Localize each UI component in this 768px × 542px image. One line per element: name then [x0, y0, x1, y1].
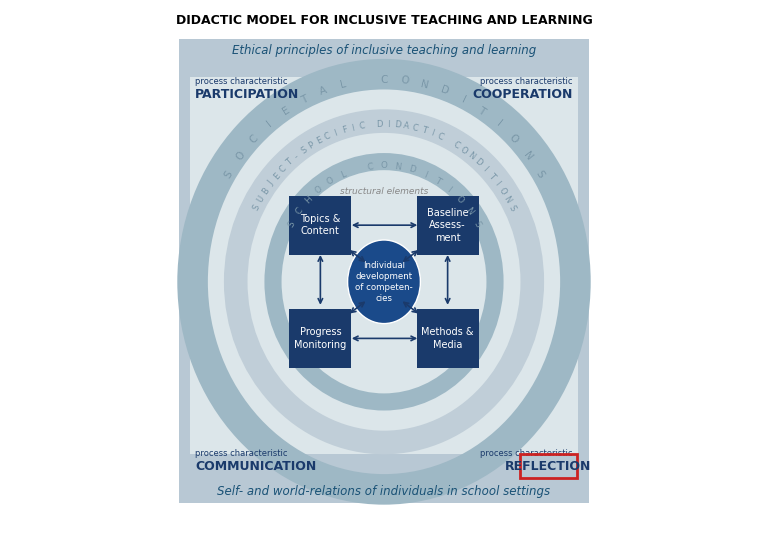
Text: E: E	[281, 105, 292, 117]
Text: Baseline
Assess-
ment: Baseline Assess- ment	[427, 208, 468, 243]
Text: Self- and world-relations of individuals in school settings: Self- and world-relations of individuals…	[217, 485, 551, 498]
Text: O: O	[234, 150, 247, 163]
Text: S: S	[251, 203, 262, 212]
Text: I: I	[445, 185, 452, 194]
Text: I: I	[481, 165, 489, 173]
Text: T: T	[300, 94, 310, 106]
Text: I: I	[492, 180, 502, 188]
Text: Methods &
Media: Methods & Media	[422, 327, 474, 350]
Text: O: O	[381, 162, 387, 170]
Text: S: S	[506, 203, 517, 212]
Text: C: C	[452, 140, 462, 151]
Text: N: N	[502, 195, 513, 204]
Text: N: N	[466, 151, 477, 162]
FancyBboxPatch shape	[290, 309, 352, 368]
Text: N: N	[394, 162, 402, 172]
Text: process characteristic: process characteristic	[195, 449, 288, 458]
Text: I: I	[429, 128, 435, 138]
Text: E: E	[315, 136, 324, 146]
Text: N: N	[521, 150, 534, 162]
Text: Topics &
Content: Topics & Content	[300, 214, 340, 236]
Text: I: I	[265, 119, 273, 129]
Ellipse shape	[348, 240, 420, 324]
FancyBboxPatch shape	[416, 196, 478, 255]
Text: T: T	[433, 176, 442, 186]
Text: C: C	[294, 206, 305, 216]
Text: A: A	[402, 121, 410, 131]
Text: D: D	[394, 120, 401, 130]
Text: O: O	[326, 176, 336, 187]
Text: REFLECTION: REFLECTION	[505, 460, 591, 473]
Text: -: -	[293, 152, 300, 161]
Text: C: C	[436, 132, 445, 142]
FancyBboxPatch shape	[179, 39, 589, 503]
Text: C: C	[411, 123, 419, 133]
Text: B: B	[260, 186, 271, 196]
Text: O: O	[400, 75, 409, 86]
Text: Individual
development
of competen-
cies: Individual development of competen- cies	[355, 261, 413, 303]
Text: C: C	[278, 164, 288, 175]
Text: A: A	[318, 85, 329, 97]
Text: I: I	[460, 94, 467, 105]
FancyBboxPatch shape	[190, 77, 578, 454]
Text: COOPERATION: COOPERATION	[472, 88, 573, 101]
Text: S: S	[223, 169, 234, 180]
Text: F: F	[341, 125, 348, 136]
Text: I: I	[422, 170, 428, 179]
Text: O: O	[497, 186, 508, 197]
Text: O: O	[458, 145, 469, 156]
Text: PARTICIPATION: PARTICIPATION	[195, 88, 300, 101]
Text: D: D	[473, 157, 484, 168]
Text: T: T	[285, 157, 294, 167]
Text: C: C	[380, 75, 388, 85]
Text: process characteristic: process characteristic	[195, 77, 288, 86]
Text: E: E	[272, 171, 282, 181]
Text: Ethical principles of inclusive teaching and learning: Ethical principles of inclusive teaching…	[232, 44, 536, 57]
Text: C: C	[358, 121, 366, 131]
Text: C: C	[248, 133, 260, 145]
Text: L: L	[339, 79, 347, 90]
Text: N: N	[463, 206, 475, 216]
Text: T: T	[486, 171, 496, 181]
Text: P: P	[307, 140, 316, 151]
Text: I: I	[351, 124, 355, 133]
Text: S: S	[286, 219, 297, 229]
Text: D: D	[376, 120, 383, 129]
Text: J: J	[266, 180, 276, 188]
Text: L: L	[339, 170, 347, 180]
Text: I: I	[333, 128, 339, 138]
FancyBboxPatch shape	[416, 309, 478, 368]
Text: Progress
Monitoring: Progress Monitoring	[294, 327, 346, 350]
Text: structural elements: structural elements	[339, 186, 429, 196]
Text: process characteristic: process characteristic	[480, 449, 573, 458]
Text: T: T	[420, 125, 427, 136]
Text: I: I	[387, 120, 390, 129]
Text: C: C	[366, 162, 374, 172]
Text: process characteristic: process characteristic	[480, 77, 573, 86]
Text: D: D	[439, 85, 450, 97]
Text: D: D	[407, 165, 416, 175]
Text: O: O	[508, 133, 521, 146]
FancyBboxPatch shape	[290, 196, 352, 255]
Text: S: S	[471, 219, 482, 229]
Text: C: C	[323, 132, 332, 142]
Text: I: I	[495, 119, 503, 129]
Text: COMMUNICATION: COMMUNICATION	[195, 460, 316, 473]
Ellipse shape	[282, 170, 486, 393]
Text: H: H	[303, 194, 314, 205]
Text: T: T	[476, 105, 487, 117]
Text: O: O	[313, 184, 324, 196]
Text: S: S	[300, 145, 309, 156]
Text: O: O	[454, 194, 465, 205]
Text: S: S	[534, 169, 545, 180]
Text: DIDACTIC MODEL FOR INCLUSIVE TEACHING AND LEARNING: DIDACTIC MODEL FOR INCLUSIVE TEACHING AN…	[176, 14, 592, 27]
Text: U: U	[256, 195, 266, 204]
Text: N: N	[420, 79, 430, 91]
